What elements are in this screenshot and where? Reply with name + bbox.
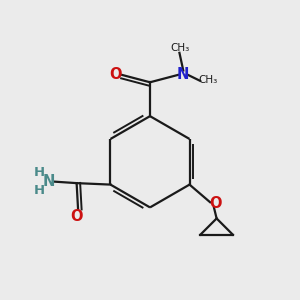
Text: O: O [209, 196, 222, 211]
Text: H: H [34, 166, 45, 179]
Text: H: H [34, 184, 45, 197]
Text: CH₃: CH₃ [170, 43, 190, 52]
Text: CH₃: CH₃ [199, 75, 218, 85]
Text: N: N [43, 174, 55, 189]
Text: O: O [70, 209, 83, 224]
Text: O: O [109, 67, 122, 82]
Text: N: N [177, 67, 190, 82]
